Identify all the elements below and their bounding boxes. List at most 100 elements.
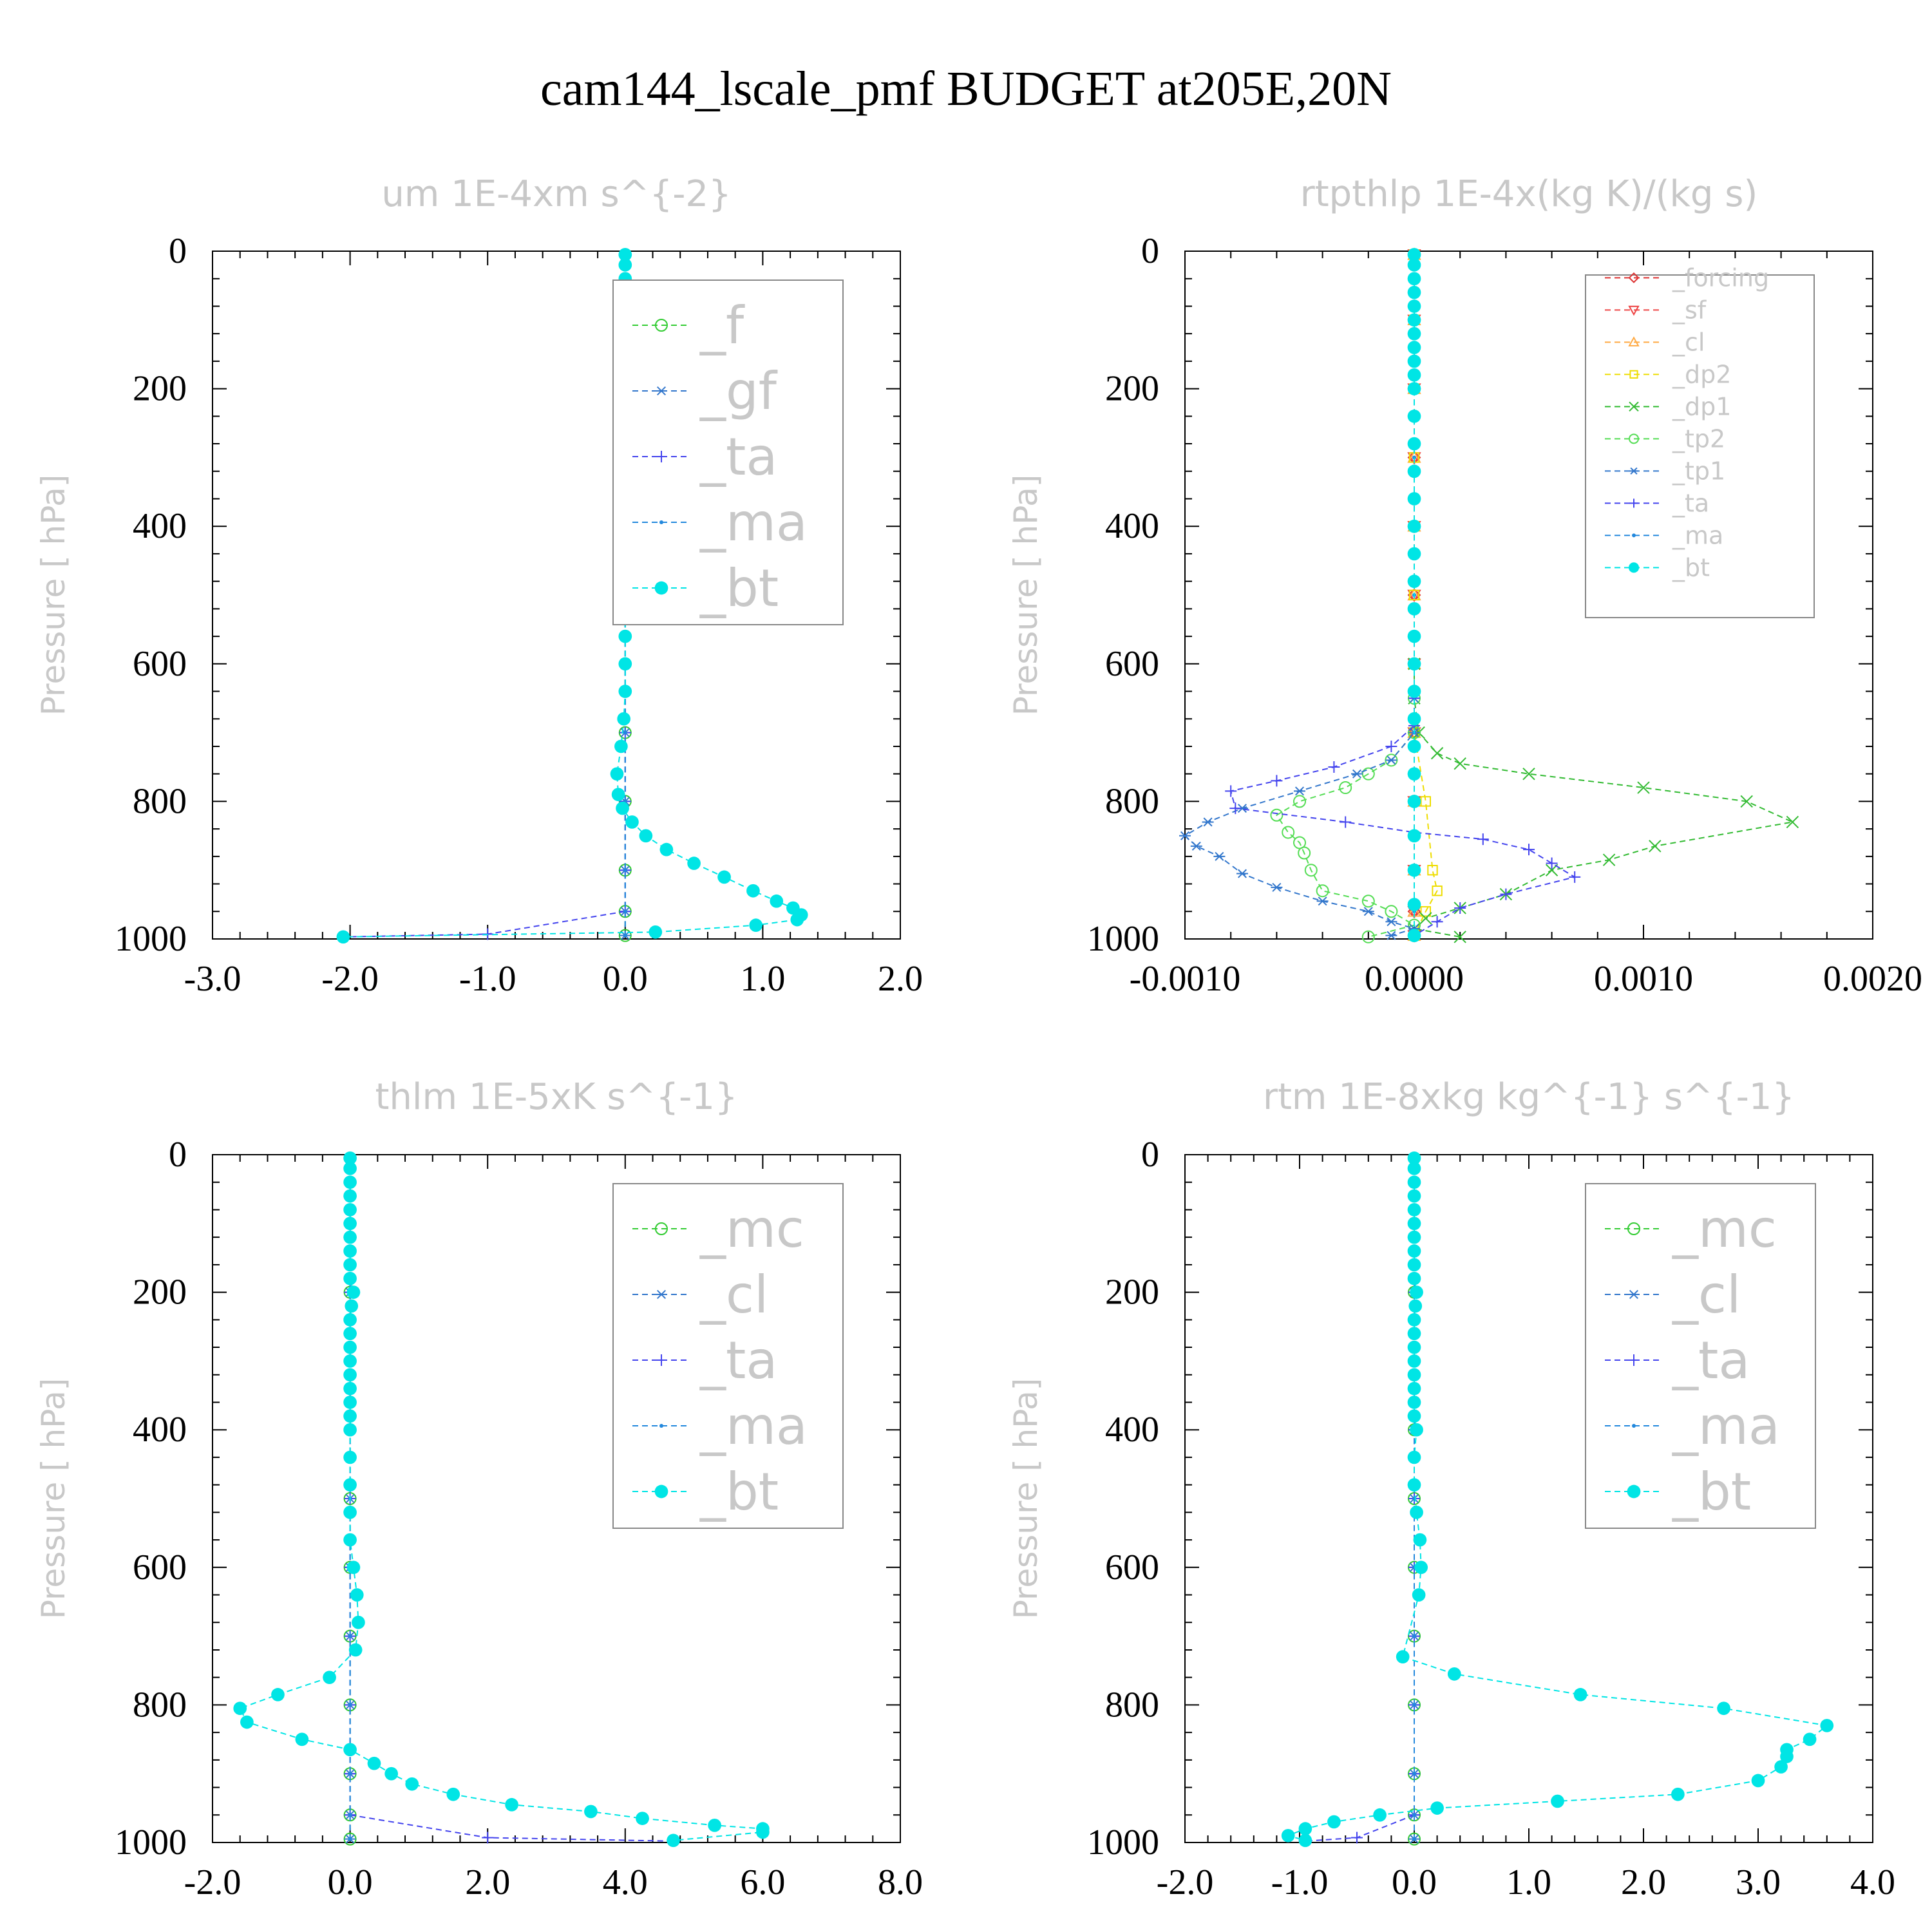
legend-marker (1627, 1484, 1641, 1499)
data-point (505, 1797, 518, 1812)
data-point (1298, 1822, 1312, 1835)
data-point (1407, 382, 1421, 395)
data-point (1412, 1634, 1416, 1638)
data-point (1454, 931, 1466, 943)
data-point (1407, 258, 1421, 272)
data-point (1410, 1423, 1423, 1437)
data-point (343, 1478, 357, 1492)
legend-box (1585, 274, 1815, 618)
data-point (749, 918, 763, 932)
y-tick-label: 400 (133, 1410, 187, 1450)
data-point (1407, 1450, 1421, 1464)
data-point (1407, 247, 1421, 261)
series-line (1184, 698, 1417, 936)
legend: _mc_cl _ta _ma_bt (612, 1183, 844, 1529)
data-point (1407, 1162, 1421, 1175)
data-point (1477, 833, 1489, 846)
data-point (1407, 272, 1421, 286)
data-point (1179, 831, 1191, 840)
data-point (708, 1818, 721, 1832)
series_ta (1299, 1152, 1420, 1847)
legend-marker (1632, 1424, 1636, 1428)
legend-label: _ma (699, 493, 808, 553)
data-point (1413, 1533, 1427, 1547)
data-point (1316, 884, 1329, 898)
data-point (1236, 869, 1248, 878)
data-point (1340, 816, 1352, 828)
data-point (1407, 1381, 1421, 1396)
y-tick-label: 200 (1105, 369, 1159, 409)
series_bt (233, 1151, 770, 1848)
y-tick-label: 0 (1141, 231, 1159, 271)
data-point (1407, 1409, 1421, 1423)
data-point (790, 913, 804, 927)
data-point (667, 1833, 680, 1848)
data-point (1407, 354, 1421, 368)
data-point (1546, 857, 1558, 869)
panel-title: rtm 1E-8xkg kg^{-1} s^{-1} (1263, 1076, 1795, 1118)
panel-title: rtpthlp 1E-4x(kg K)/(kg s) (1300, 173, 1758, 215)
data-point (1385, 755, 1397, 765)
data-point (1407, 1327, 1421, 1341)
data-point (617, 712, 631, 726)
data-point (233, 1701, 247, 1716)
data-point (1407, 341, 1421, 354)
legend-label: _sf (1672, 296, 1707, 325)
data-point (1820, 1719, 1834, 1732)
legend: _f _gf_ta_ma_bt (612, 279, 844, 625)
legend: _mc_cl _ta _ma_bt (1585, 1183, 1816, 1529)
data-point (1407, 1217, 1421, 1231)
y-tick-label: 600 (133, 644, 187, 684)
legend-label: _ta (1672, 489, 1709, 518)
data-point (1407, 409, 1421, 423)
y-tick-label: 600 (133, 1548, 187, 1587)
data-point (1780, 1750, 1794, 1763)
data-point (1407, 1189, 1421, 1203)
plot-frame (212, 251, 901, 940)
data-point (348, 1837, 352, 1841)
data-point (240, 1715, 254, 1729)
data-point (1281, 1828, 1295, 1842)
legend-label: _cl (1672, 328, 1705, 357)
data-point (343, 1230, 357, 1244)
data-point (1407, 829, 1421, 843)
data-point (1427, 865, 1438, 876)
data-point (1351, 1832, 1363, 1844)
x-tick-label: 2.0 (878, 959, 923, 999)
legend-marker (1629, 433, 1639, 444)
data-point (1407, 1396, 1421, 1409)
data-point (343, 1396, 357, 1409)
data-point (1407, 898, 1421, 911)
data-point (717, 870, 731, 884)
series_dp1 (1408, 658, 1799, 943)
data-point (625, 815, 639, 829)
data-point (1385, 917, 1397, 927)
series-line (343, 254, 626, 938)
legend-marker (1628, 305, 1640, 316)
data-point (623, 730, 627, 735)
y-axis-label: Pressure [ hPa] (35, 1378, 72, 1620)
legend-marker (1627, 1222, 1640, 1235)
legend-label: _ma (1672, 522, 1723, 550)
legend-marker (1628, 336, 1640, 346)
data-point (1385, 931, 1397, 940)
y-tick-label: 400 (1105, 1410, 1159, 1450)
data-point (659, 842, 674, 857)
data-point (1454, 757, 1466, 770)
data-point (618, 258, 632, 272)
legend-label: _ta (1672, 1331, 1750, 1390)
data-point (348, 1813, 352, 1817)
x-tick-label: 1.0 (740, 959, 785, 999)
y-tick-label: 1000 (115, 919, 187, 959)
data-point (1412, 1588, 1426, 1602)
data-point (1270, 808, 1283, 822)
data-point (336, 930, 350, 944)
data-point (584, 1804, 598, 1819)
data-point (687, 857, 701, 870)
data-point (348, 1634, 352, 1638)
x-tick-label: -2.0 (184, 1862, 242, 1902)
x-tick-label: 4.0 (1850, 1862, 1895, 1902)
legend-marker (1632, 533, 1636, 538)
data-point (1430, 1801, 1444, 1815)
series-line (1305, 1158, 1415, 1842)
